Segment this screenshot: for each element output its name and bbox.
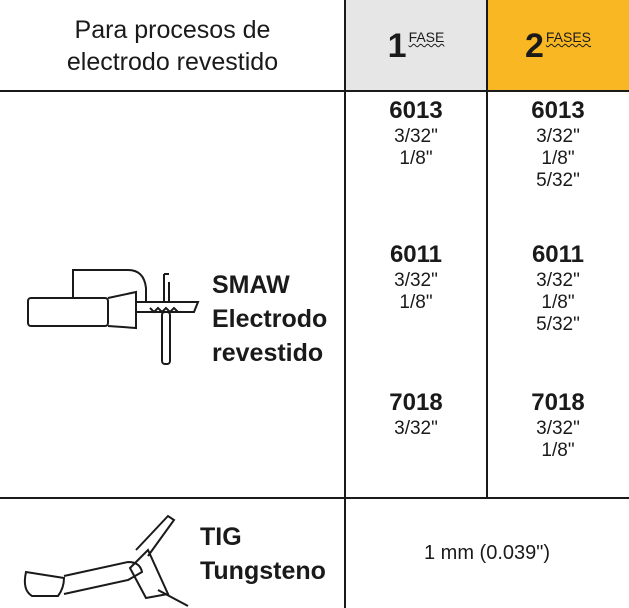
electrode-size: 3/32"	[394, 270, 438, 291]
phase-header: 1 FASE	[345, 0, 487, 92]
process-label: SMAW Electrodo revestido	[212, 268, 327, 370]
row-border	[0, 90, 629, 92]
electrode-size: 3/32"	[536, 126, 580, 147]
electrode-code: 7018	[531, 389, 585, 416]
column-border	[344, 0, 346, 608]
electrode-size: 1/8"	[399, 148, 433, 169]
tig-torch-icon	[23, 514, 189, 607]
electrode-code: 6011	[531, 241, 585, 268]
process-description: revestido	[212, 339, 324, 367]
electrode-code: 6011	[389, 241, 443, 268]
electrode-code: 6013	[389, 97, 443, 124]
title-line: Para procesos de	[74, 16, 271, 44]
electrode-code: 7018	[389, 389, 443, 416]
phase-number: 2	[524, 26, 544, 65]
process-name: SMAW	[212, 271, 290, 299]
phase-number: 1	[387, 26, 407, 65]
smaw-holder-icon	[27, 269, 200, 365]
electrode-size: 1/8"	[541, 440, 575, 461]
electrode-size: 1/8"	[541, 148, 575, 169]
column-border	[486, 0, 488, 497]
row-border	[0, 497, 629, 499]
electrode-size: 3/32"	[536, 270, 580, 291]
electrode-size: 1/8"	[399, 292, 433, 313]
electrode-size: 5/32"	[536, 314, 580, 335]
electrode-group: 7018 3/32"	[345, 388, 487, 440]
title-line: electrodo revestido	[66, 48, 279, 76]
process-name: TIG	[200, 523, 242, 551]
electrode-group: 6013 3/32" 1/8"	[345, 96, 487, 170]
phase-header: 2 FASES	[487, 0, 629, 92]
tig-value: 1 mm (0.039")	[423, 542, 551, 564]
electrode-group: 7018 3/32" 1/8"	[487, 388, 629, 462]
process-label: TIG Tungsteno	[200, 520, 326, 588]
electrode-size: 3/32"	[394, 126, 438, 147]
electrode-size: 3/32"	[536, 418, 580, 439]
electrode-code: 6013	[531, 97, 585, 124]
process-description: Electrodo	[212, 305, 328, 333]
electrode-group: 6013 3/32" 1/8" 5/32"	[487, 96, 629, 192]
phase-label: FASE	[408, 29, 445, 45]
electrode-size: 3/32"	[394, 418, 438, 439]
table-title: Para procesos de electrodo revestido	[0, 0, 345, 92]
electrode-group: 6011 3/32" 1/8" 5/32"	[487, 240, 629, 336]
electrode-size: 5/32"	[536, 170, 580, 191]
process-description: Tungsteno	[200, 557, 326, 585]
phase-label: FASES	[545, 29, 592, 45]
electrode-group: 6011 3/32" 1/8"	[345, 240, 487, 314]
electrode-size: 1/8"	[541, 292, 575, 313]
